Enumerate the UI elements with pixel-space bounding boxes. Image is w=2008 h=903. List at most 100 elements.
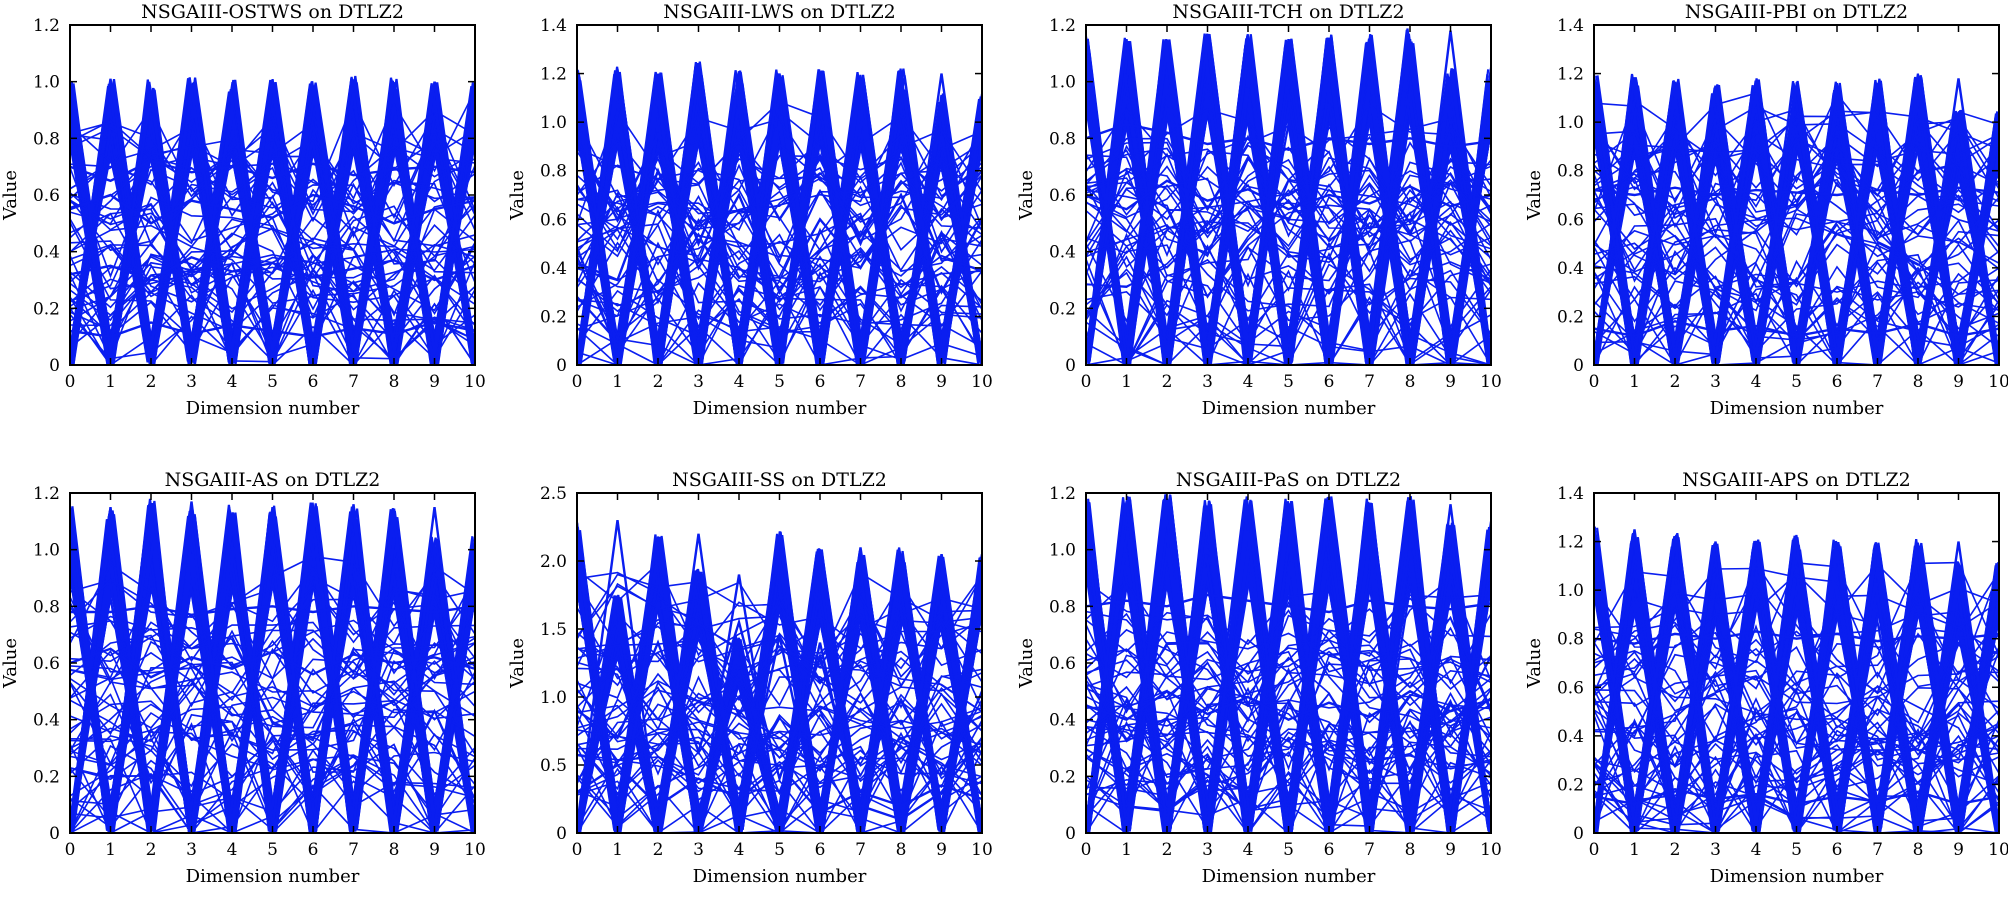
x-tick-label: 9: [936, 372, 947, 392]
y-tick-label: 0.4: [1557, 259, 1584, 279]
x-tick-label: 1: [1629, 840, 1640, 860]
y-tick-label: 0.8: [540, 162, 567, 182]
x-tick-label: 6: [308, 840, 319, 860]
data-line: [1086, 104, 1491, 215]
x-tick-label: 0: [65, 372, 76, 392]
y-axis-label: Value: [1524, 170, 1545, 221]
y-tick-label: 0.6: [33, 654, 60, 674]
x-tick-label: 7: [348, 372, 359, 392]
series-line-1: [1594, 85, 1999, 358]
series-line-2: [577, 73, 982, 361]
x-tick-label: 5: [1791, 372, 1802, 392]
x-axis-label: Dimension number: [693, 398, 867, 419]
series-line-3: [1594, 630, 1999, 645]
data-line: [1086, 739, 1491, 833]
chart-title: NSGAIII-SS on DTLZ2: [672, 469, 887, 491]
y-tick-label: 0.6: [540, 210, 567, 230]
data-line: [1594, 696, 1999, 811]
data-line: [70, 184, 475, 253]
data-line: [1086, 754, 1491, 833]
data-line: [577, 562, 982, 657]
series-line-3: [70, 193, 475, 225]
y-tick-label: 0.6: [1557, 210, 1584, 230]
series-line-2: [1594, 78, 1999, 358]
series-line-2: [1086, 501, 1491, 828]
data-line: [577, 720, 982, 819]
x-tick-label: 7: [855, 840, 866, 860]
data-line: [1086, 614, 1491, 723]
data-line: [70, 127, 475, 212]
y-tick-label: 0.4: [33, 711, 60, 731]
data-line: [70, 261, 475, 365]
x-tick-label: 3: [1710, 840, 1721, 860]
x-tick-label: 10: [1988, 372, 2008, 392]
series-line-3: [1086, 122, 1491, 151]
x-tick-label: 8: [896, 840, 907, 860]
x-tick-label: 0: [572, 372, 583, 392]
x-tick-label: 4: [1751, 840, 1762, 860]
data-line: [1594, 131, 1999, 229]
data-line: [577, 689, 982, 780]
series-line-2: [70, 78, 475, 351]
x-tick-label: 1: [1629, 372, 1640, 392]
x-tick-label: 6: [1324, 372, 1335, 392]
series-line-4: [1086, 179, 1491, 211]
y-tick-label: 0.4: [1557, 727, 1584, 747]
data-line: [1594, 594, 1999, 694]
data-line: [70, 293, 475, 365]
data-line: [1594, 197, 1999, 312]
data-line: [1594, 234, 1999, 345]
data-line: [1594, 288, 1999, 365]
data-line: [1594, 117, 1999, 236]
data-lines: [70, 498, 475, 833]
x-tick-label: 7: [1364, 840, 1375, 860]
x-tick-label: 10: [464, 372, 486, 392]
data-line: [1086, 601, 1491, 701]
y-axis-label: Value: [0, 170, 21, 221]
data-line: [70, 640, 475, 737]
x-tick-label: 4: [1243, 840, 1254, 860]
x-axis-label: Dimension number: [1710, 866, 1884, 887]
data-line: [70, 194, 475, 293]
data-line: [577, 585, 982, 683]
x-tick-label: 5: [267, 372, 278, 392]
x-tick-label: 3: [693, 372, 704, 392]
data-line: [1086, 748, 1491, 833]
x-tick-label: 2: [1162, 372, 1173, 392]
y-tick-label: 1.0: [1049, 73, 1076, 93]
data-line: [1086, 309, 1491, 365]
y-tick-label: 1.0: [1557, 113, 1584, 133]
y-tick-label: 0.4: [1049, 711, 1076, 731]
y-tick-label: 0.8: [1557, 630, 1584, 650]
data-line: [1594, 266, 1999, 365]
x-tick-label: 1: [105, 372, 116, 392]
series-line-4: [577, 763, 982, 815]
data-line: [577, 619, 982, 709]
series-line-3: [1086, 593, 1491, 614]
chart-panel-7: 0 1 2 3 4 5 6 7 8 9 10 0 0.2 0.4 0.6 0.8 1.0 1.2 NSGAIII-P…: [1016, 469, 1502, 887]
y-tick-label: 0.2: [1049, 767, 1076, 787]
y-tick-label: 1.2: [1557, 533, 1584, 553]
data-line: [70, 121, 475, 239]
x-tick-label: 10: [1480, 372, 1502, 392]
y-tick-label: 0: [556, 356, 567, 376]
y-tick-label: 0.8: [1049, 597, 1076, 617]
y-tick-label: 0.8: [33, 129, 60, 149]
y-tick-label: 0: [49, 824, 60, 844]
data-line: [1594, 176, 1999, 292]
y-tick-label: 1.0: [1557, 581, 1584, 601]
x-tick-label: 7: [348, 840, 359, 860]
data-line: [577, 571, 982, 685]
chart-panel-3: 0 1 2 3 4 5 6 7 8 9 10 0 0.2 0.4 0.6 0.8 1.0 1.2 NSGAIII-T…: [1016, 1, 1502, 419]
x-tick-label: 1: [105, 840, 116, 860]
data-line: [1086, 269, 1491, 365]
data-line: [1086, 152, 1491, 261]
data-line: [70, 668, 475, 758]
data-line: [1594, 562, 1999, 664]
y-tick-label: 0.2: [33, 767, 60, 787]
chart-panel-2: 0 1 2 3 4 5 6 7 8 9 10 0 0.2 0.4 0.6 0.8 1.0 1.2 1.4 NSGAII…: [507, 1, 993, 419]
data-line: [1086, 165, 1491, 276]
chart-title: NSGAIII-OSTWS on DTLZ2: [141, 1, 404, 23]
data-line: [70, 738, 475, 833]
